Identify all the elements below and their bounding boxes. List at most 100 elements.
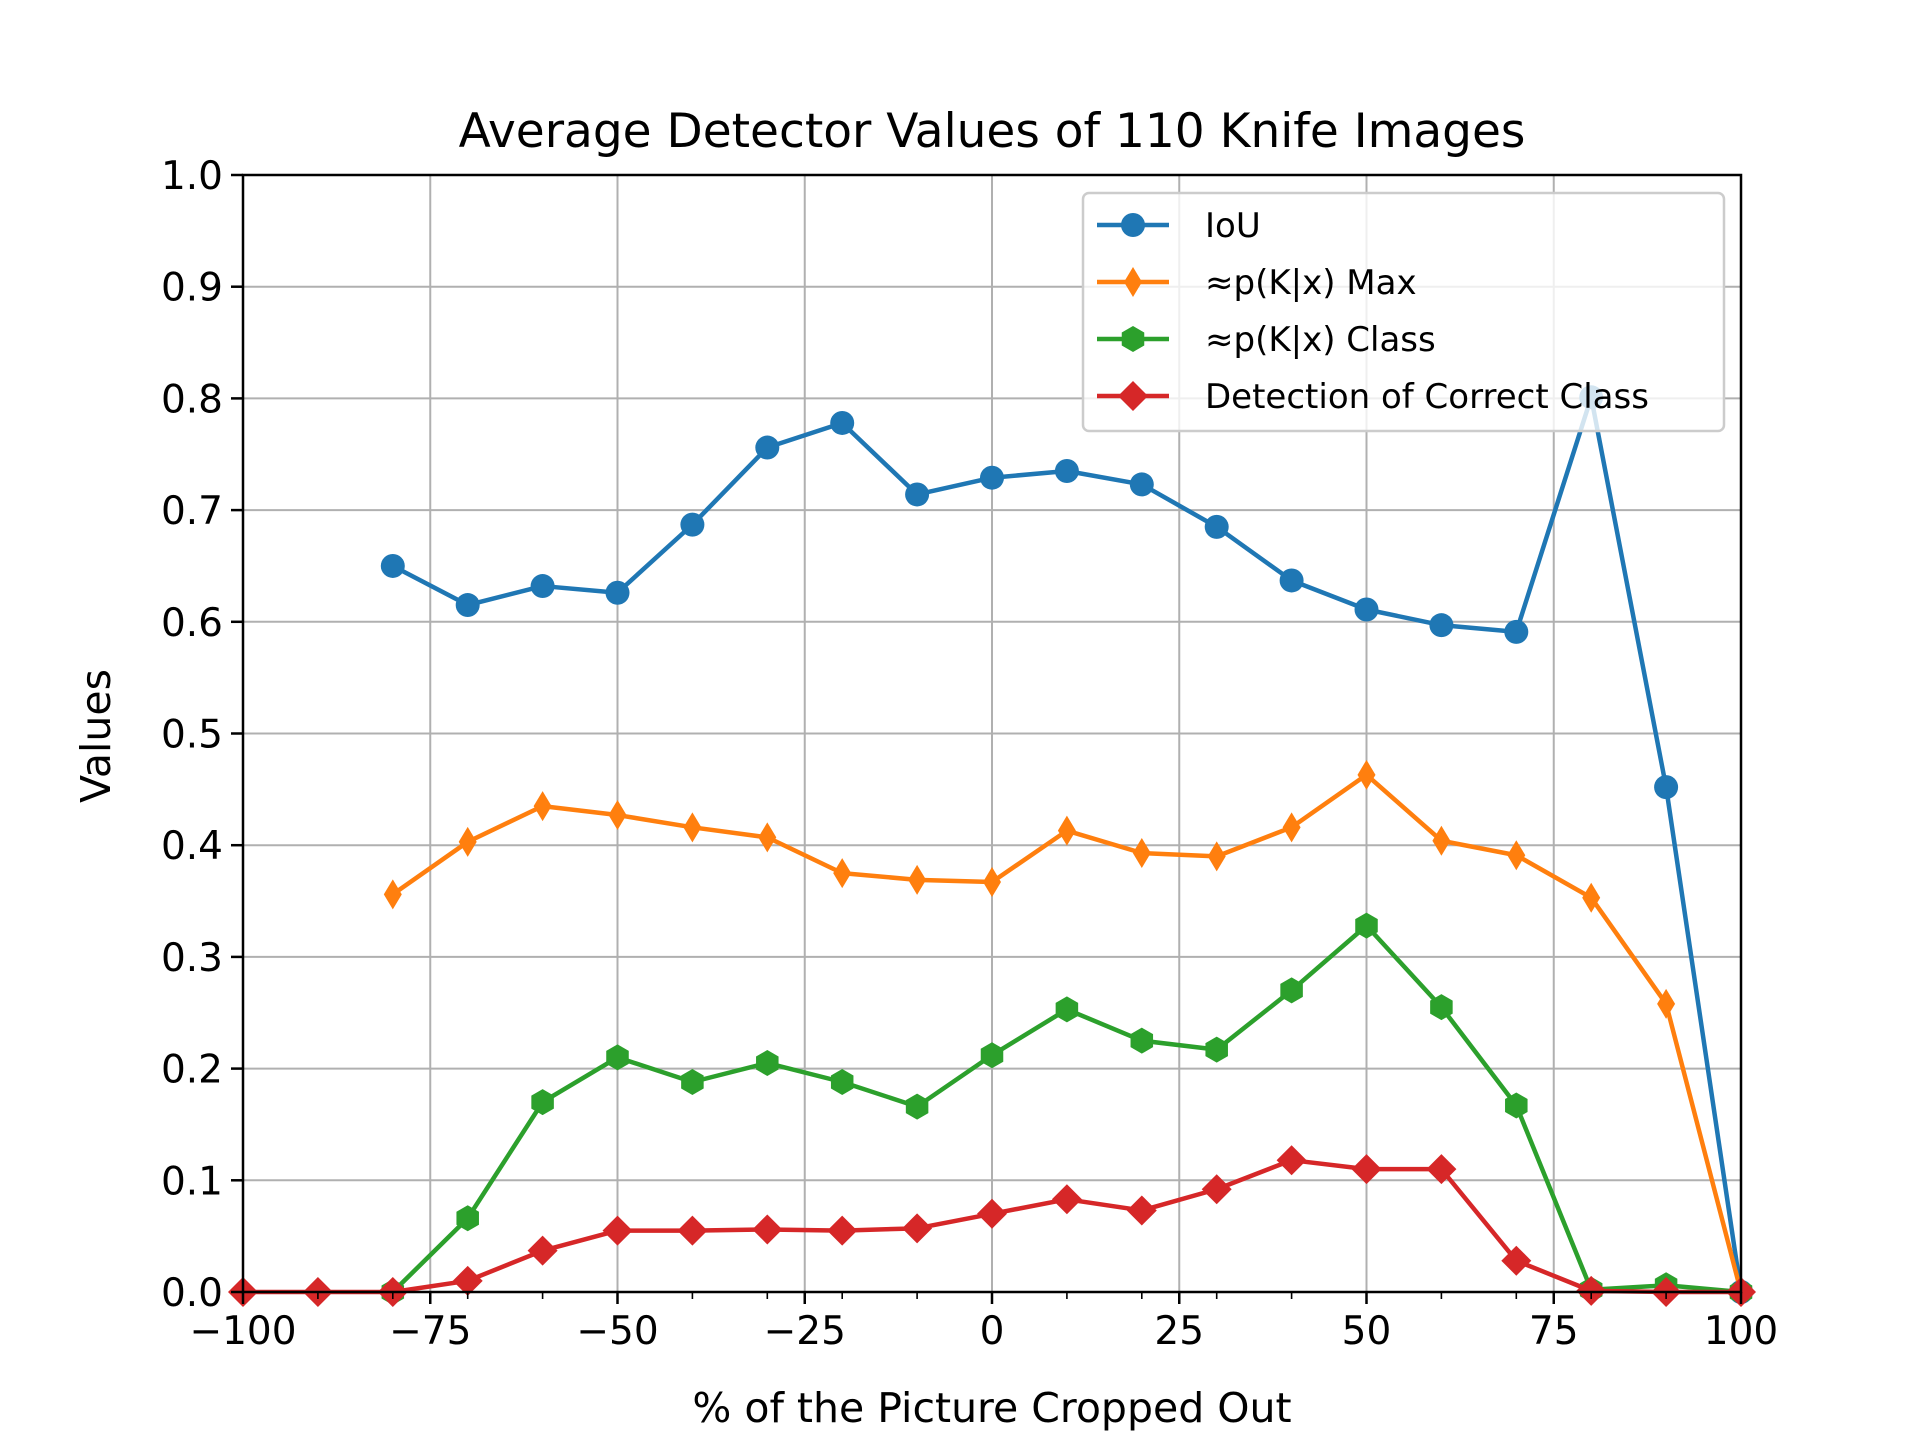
x-tick-label: −100 — [189, 1309, 296, 1354]
series-2-point — [1432, 825, 1451, 856]
y-tick-label: 0.5 — [161, 713, 223, 758]
series-2-point — [383, 879, 402, 910]
series-1-point — [1429, 613, 1454, 638]
series-2-point — [458, 826, 477, 857]
series-3-point — [456, 1205, 479, 1232]
legend-marker — [1121, 326, 1145, 352]
series-2-point — [1282, 812, 1301, 843]
series-1-point — [605, 580, 630, 605]
legend: IoU ≈p(K|x) Max ≈p(K|x) Class Detection of … — [1081, 191, 1726, 433]
legend-marker — [1124, 267, 1142, 297]
series-4-point — [1426, 1154, 1457, 1185]
legend-label: ≈p(K|x) Max — [1205, 263, 1417, 303]
series-3-point — [1130, 1027, 1154, 1054]
series-4-point — [677, 1215, 708, 1246]
series-1-point — [905, 482, 930, 507]
series-1-point — [1204, 514, 1229, 539]
series-3-point — [531, 1089, 554, 1116]
series-2-point — [1207, 841, 1226, 872]
series-3-point — [1505, 1092, 1528, 1119]
series-2-point — [1582, 882, 1601, 913]
series-3-point — [1430, 994, 1453, 1021]
series-1-point — [1279, 568, 1304, 593]
series-3-point — [1055, 996, 1079, 1023]
series-4-point — [902, 1213, 933, 1244]
legend-marker — [1121, 213, 1145, 237]
x-tick-label: −50 — [576, 1309, 658, 1354]
series-2-point — [1132, 838, 1151, 869]
axis-ticks: −100 −75 −50 −25 0 25 50 75 100 0.0 0.1 0.2 0.3 0.4 0.… — [161, 154, 1778, 1354]
legend-entry: Detection of Correct Class — [1097, 377, 1649, 417]
legend-label: Detection of Correct Class — [1205, 377, 1649, 417]
series-1-point — [1054, 459, 1079, 484]
y-tick-label: 0.4 — [161, 824, 223, 869]
series-1-point — [1129, 472, 1154, 497]
series-2-point — [758, 822, 777, 853]
x-tick-label: 100 — [1704, 1309, 1778, 1354]
y-tick-label: 0.1 — [161, 1159, 223, 1204]
chart-title: Average Detector Values of 110 Knife Ima… — [459, 104, 1526, 159]
series-4-point — [527, 1235, 558, 1266]
series-2-point — [1507, 840, 1526, 871]
y-tick-label: 1.0 — [161, 154, 223, 199]
y-tick-label: 0.9 — [161, 266, 223, 311]
series-2-point — [1657, 988, 1676, 1019]
series-4-point — [602, 1215, 633, 1246]
x-axis-label: % of the Picture Cropped Out — [692, 1384, 1291, 1432]
series-4 — [228, 1145, 1756, 1307]
series-2-point — [833, 858, 852, 889]
series-1-point — [755, 435, 780, 460]
y-tick-label: 0.6 — [161, 601, 223, 646]
series-4-point — [452, 1265, 483, 1296]
series-3-point — [1205, 1036, 1228, 1063]
series-2-point — [1357, 759, 1376, 790]
x-tick-label: 75 — [1529, 1309, 1579, 1354]
y-tick-label: 0.0 — [161, 1271, 223, 1316]
series-2-point — [908, 864, 927, 895]
legend-label: IoU — [1205, 206, 1261, 246]
series-4-point — [1201, 1174, 1232, 1205]
series-1-point — [1354, 597, 1379, 622]
series-1-point — [1504, 619, 1529, 644]
series-4-point — [752, 1214, 783, 1245]
series-1-point — [530, 574, 555, 599]
series-3-point — [606, 1044, 629, 1071]
series-1-point — [680, 512, 705, 537]
legend-box — [1081, 191, 1726, 433]
series-1 — [380, 385, 1753, 1304]
series-4-point — [1276, 1145, 1307, 1176]
series-2-point — [608, 800, 627, 831]
series-1-point — [380, 553, 405, 578]
series-2-point — [533, 791, 552, 822]
series-4-point — [827, 1215, 858, 1246]
legend-entry: ≈p(K|x) Max — [1097, 263, 1417, 303]
legend-entry: ≈p(K|x) Class — [1097, 320, 1436, 360]
y-axis-label: Values — [72, 669, 120, 803]
series-2-point — [683, 812, 702, 843]
y-tick-label: 0.8 — [161, 377, 223, 422]
legend-marker — [1118, 381, 1148, 411]
y-tick-label: 0.7 — [161, 489, 223, 534]
series-4-point — [977, 1198, 1007, 1229]
y-tick-label: 0.2 — [161, 1048, 223, 1093]
series-3-point — [756, 1050, 779, 1077]
series-1-point — [455, 593, 480, 618]
x-tick-label: −25 — [764, 1309, 846, 1354]
series-3-point — [1280, 977, 1303, 1004]
series-1-point — [830, 410, 855, 435]
series-3-point — [905, 1093, 929, 1120]
x-tick-label: 0 — [980, 1309, 1005, 1354]
series-3-point — [980, 1042, 1004, 1069]
x-tick-label: 50 — [1342, 1309, 1392, 1354]
y-tick-label: 0.3 — [161, 936, 223, 981]
series-3-point — [1355, 912, 1378, 939]
legend-entry: IoU — [1097, 206, 1261, 246]
series-1-point — [1654, 775, 1679, 800]
series-3-point — [830, 1069, 854, 1096]
series-2-point — [983, 867, 1001, 898]
series-4-point — [1501, 1245, 1532, 1276]
legend-label: ≈p(K|x) Class — [1205, 320, 1436, 360]
series-4-point — [1126, 1195, 1157, 1226]
series-4-point — [1051, 1184, 1082, 1215]
